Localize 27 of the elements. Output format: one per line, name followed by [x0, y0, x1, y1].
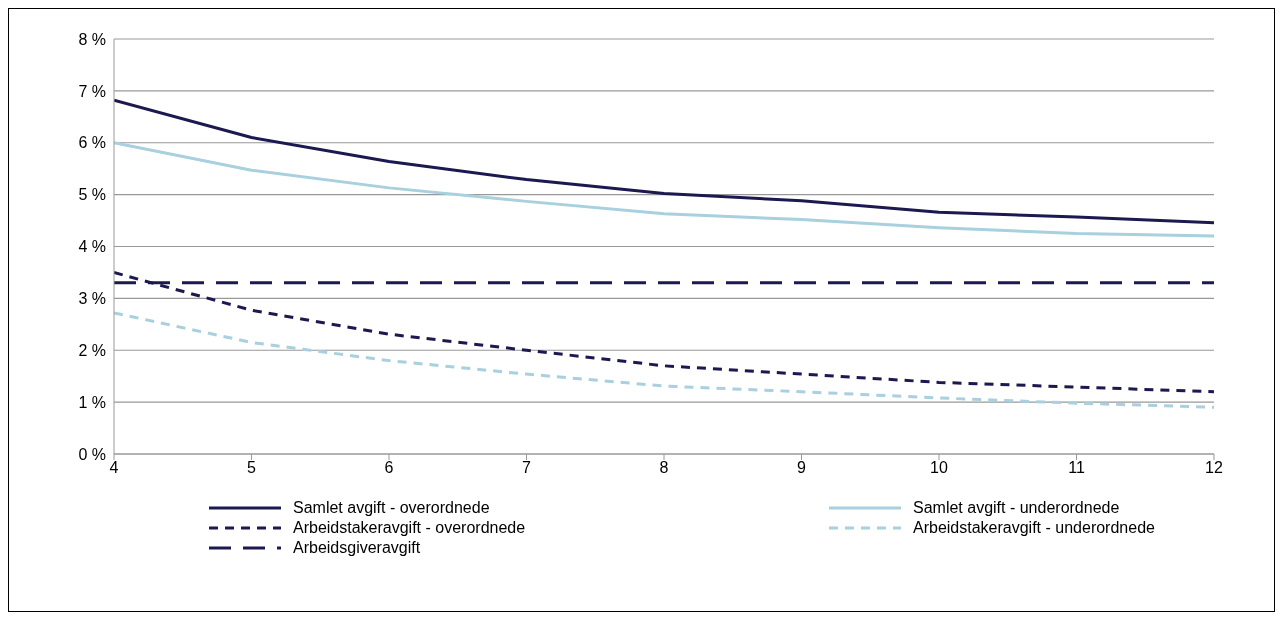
y-tick-label: 8 %	[78, 30, 106, 48]
y-tick-label: 1 %	[78, 393, 106, 411]
legend-label: Arbeidstakeravgift - overordnede	[293, 519, 526, 537]
x-tick-label: 6	[384, 459, 394, 477]
y-tick-label: 3 %	[78, 290, 106, 308]
y-tick-label: 2 %	[78, 341, 106, 359]
legend-label: Samlet avgift - overordnede	[293, 499, 490, 517]
x-tick-label: 9	[797, 459, 807, 477]
legend-label: Arbeidstakeravgift - underordnede	[913, 519, 1155, 537]
line-series	[114, 141, 1214, 238]
y-tick-label: 7 %	[78, 82, 106, 100]
x-tick-label: 7	[522, 459, 532, 477]
x-tick-label: 8	[659, 459, 669, 477]
x-tick-label: 10	[930, 459, 948, 477]
y-tick-label: 4 %	[78, 238, 106, 256]
line-series	[114, 98, 1214, 225]
line-series	[114, 270, 1214, 394]
x-tick-label: 11	[1068, 459, 1085, 477]
y-tick-label: 5 %	[78, 186, 106, 204]
x-tick-label: 5	[247, 459, 257, 477]
y-tick-label: 0 %	[78, 445, 106, 463]
legend-label: Arbeidsgiveravgift	[293, 539, 421, 557]
x-tick-label: 4	[109, 459, 119, 477]
legend-label: Samlet avgift - underordnede	[913, 499, 1120, 517]
x-tick-label: 12	[1205, 459, 1223, 477]
y-tick-label: 6 %	[78, 134, 106, 152]
line-series	[114, 311, 1214, 409]
